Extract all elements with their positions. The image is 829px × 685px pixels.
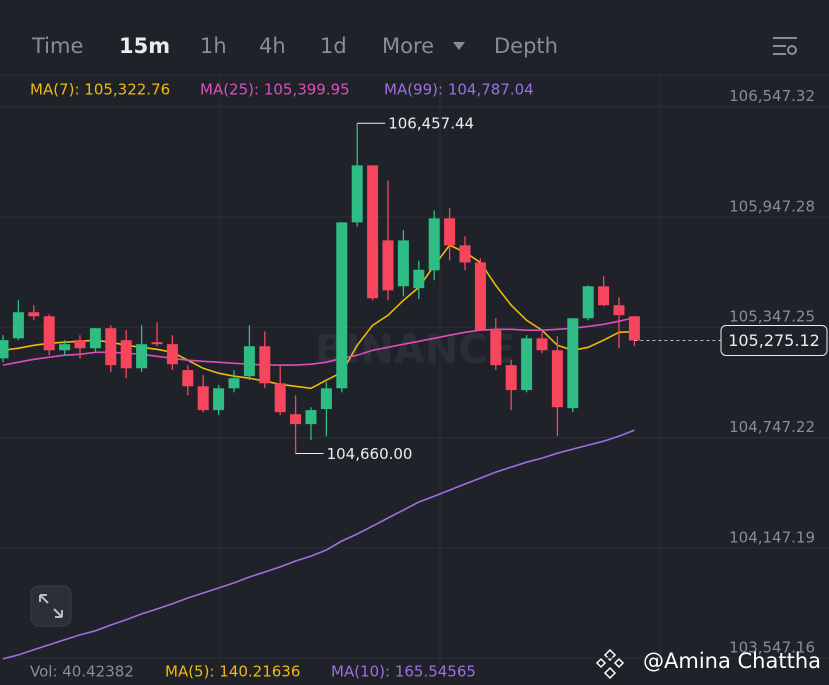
watermark: BINANCE xyxy=(315,327,515,373)
candle-body xyxy=(521,338,533,391)
annotation-label: 104,660.00 xyxy=(327,445,413,463)
candle-body xyxy=(243,346,255,377)
last-price-label: 105,275.12 xyxy=(728,331,820,350)
candle-body xyxy=(74,340,86,349)
y-tick-label: 105,947.28 xyxy=(729,197,815,215)
candle-body xyxy=(613,305,625,316)
candle-body xyxy=(43,316,55,351)
tab[interactable]: 1h xyxy=(200,34,227,58)
candle-body xyxy=(259,346,271,384)
candle-body xyxy=(551,350,563,408)
legend-entry: MA(7): 105,322.76 xyxy=(30,81,170,99)
candle-body xyxy=(89,328,101,349)
candle-body xyxy=(28,312,40,317)
candle-body xyxy=(320,388,332,410)
annotation-label: 106,457.44 xyxy=(388,115,474,133)
candle-body xyxy=(59,344,71,351)
candle-body xyxy=(351,165,363,223)
legend-entry: MA(99): 104,787.04 xyxy=(384,81,534,99)
tab[interactable]: 1d xyxy=(320,34,347,58)
legend-entry: MA(25): 105,399.95 xyxy=(200,81,350,99)
footer-text: MA(10): 165.54565 xyxy=(331,663,476,681)
candle-body xyxy=(305,410,317,425)
candle-body xyxy=(582,286,594,319)
candle-body xyxy=(428,218,440,271)
candle-body xyxy=(505,365,517,391)
candle-body xyxy=(413,269,425,289)
tab[interactable]: Depth xyxy=(494,34,558,58)
candle-body xyxy=(213,388,225,411)
candle-body xyxy=(12,312,24,339)
candle-body xyxy=(290,414,302,425)
candle-body xyxy=(336,222,348,389)
candle-body xyxy=(228,378,240,389)
candle-body xyxy=(397,240,409,287)
candle-body xyxy=(490,330,502,366)
dropdown-arrow[interactable] xyxy=(453,42,465,50)
candle-body xyxy=(0,340,9,359)
candle-body xyxy=(628,316,640,341)
y-tick-label: 104,747.22 xyxy=(729,418,815,436)
candle-body xyxy=(567,318,579,409)
tab[interactable]: More xyxy=(382,34,434,58)
ma-line xyxy=(2,429,635,660)
tab[interactable]: Time xyxy=(31,34,83,58)
candle-body xyxy=(120,340,132,369)
candle-body xyxy=(367,165,379,299)
candle-body xyxy=(274,383,286,413)
candle-body xyxy=(105,328,117,366)
candle-body xyxy=(474,262,486,331)
candle-body xyxy=(382,240,394,291)
tab[interactable]: 4h xyxy=(259,34,286,58)
candle-body xyxy=(444,218,456,246)
candle-body xyxy=(136,344,148,369)
candle-body xyxy=(536,338,548,351)
y-tick-label: 104,147.19 xyxy=(729,528,815,546)
credit-logo xyxy=(595,648,625,680)
candle-body xyxy=(197,386,209,411)
footer-text: MA(5): 140.21636 xyxy=(165,663,300,681)
footer-text: Vol: 40.42382 xyxy=(30,663,134,681)
tab[interactable]: 15m xyxy=(119,34,170,58)
settings-icon[interactable] xyxy=(773,37,797,55)
y-tick-label: 105,347.25 xyxy=(729,308,815,326)
candle-body xyxy=(182,370,194,387)
expand-button[interactable] xyxy=(30,585,72,627)
candle-body xyxy=(166,344,178,365)
candle-body xyxy=(598,286,610,306)
credit: @Amina Chattha xyxy=(643,649,821,673)
candle-body xyxy=(151,342,163,345)
last-price-box xyxy=(720,324,828,356)
y-tick-label: 106,547.32 xyxy=(729,87,815,105)
candle-body xyxy=(459,245,471,263)
y-tick-label: 103,547.16 xyxy=(729,639,815,657)
